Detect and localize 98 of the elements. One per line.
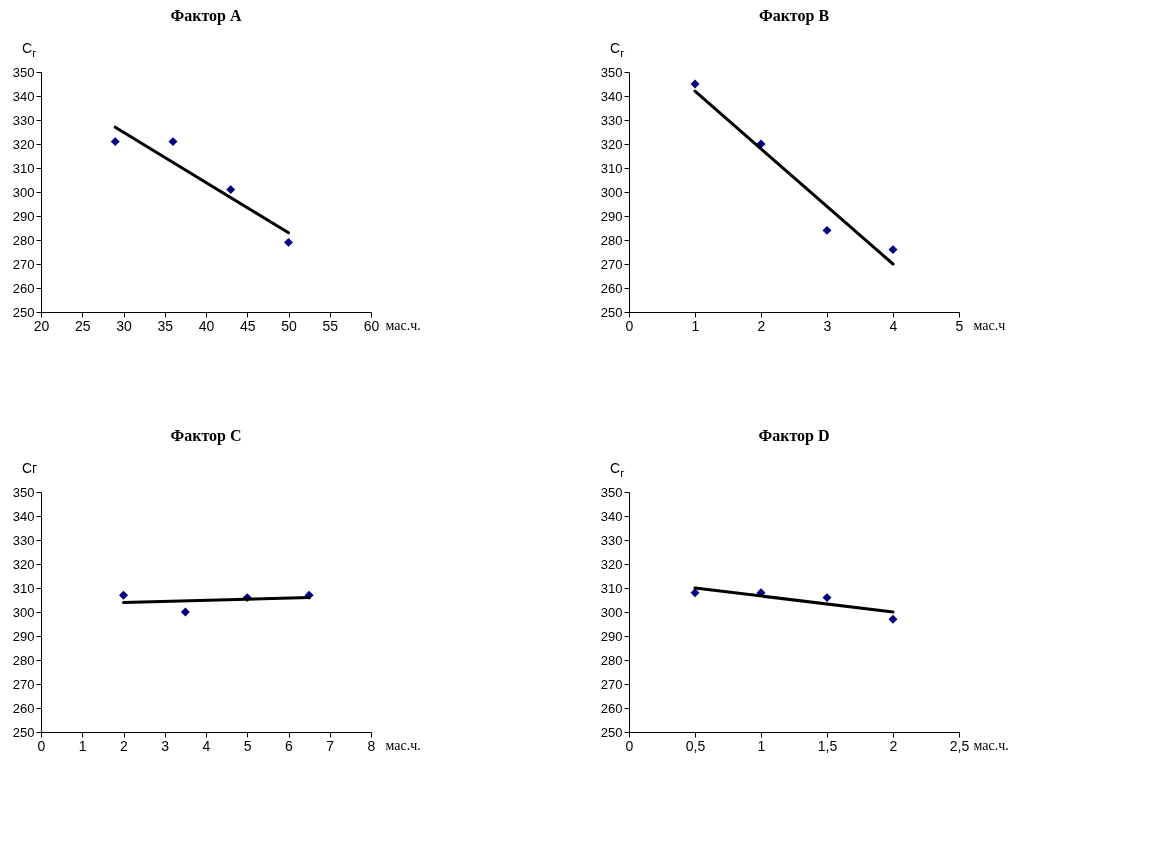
x-tick-label: 55 bbox=[322, 317, 339, 334]
y-tick-label: 250 bbox=[12, 304, 35, 320]
x-tick-label: 1 bbox=[78, 737, 87, 754]
y-tick-label: 270 bbox=[600, 676, 623, 692]
x-tick-label: 4 bbox=[202, 737, 211, 754]
y-axis-title: C$_{г}$ bbox=[610, 40, 625, 59]
x-tick-label: 2 bbox=[889, 737, 898, 754]
y-tick-label: 250 bbox=[600, 724, 623, 740]
x-tick-label: 20 bbox=[33, 317, 50, 334]
x-tick-label: 30 bbox=[116, 317, 132, 334]
y-tick-label: 310 bbox=[600, 580, 623, 596]
y-tick-label: 310 bbox=[600, 160, 623, 176]
y-tick-label: 320 bbox=[12, 136, 35, 152]
x-tick-label: 2,5 bbox=[949, 737, 970, 754]
y-tick-label: 290 bbox=[12, 628, 35, 644]
x-axis-title: мас.ч. bbox=[385, 737, 421, 753]
y-tick-label: 350 bbox=[600, 64, 623, 80]
x-tick-label: 25 bbox=[74, 317, 91, 334]
point bbox=[226, 185, 236, 195]
y-tick-label: 310 bbox=[12, 160, 35, 176]
point bbox=[690, 588, 700, 598]
point bbox=[822, 593, 832, 603]
x-tick-label: 3 bbox=[823, 317, 832, 334]
x-tick-label: 1 bbox=[691, 317, 700, 334]
x-tick-label: 4 bbox=[889, 317, 898, 334]
y-tick-label: 260 bbox=[600, 700, 623, 716]
y-tick-label: 300 bbox=[12, 184, 35, 200]
x-tick-label: 0 bbox=[625, 737, 634, 754]
y-tick-label: 330 bbox=[12, 112, 35, 128]
point bbox=[888, 614, 898, 624]
x-tick-label: 35 bbox=[157, 317, 174, 334]
y-tick-label: 350 bbox=[12, 484, 35, 500]
x-tick-label: 0,5 bbox=[685, 737, 706, 754]
point bbox=[110, 137, 120, 147]
y-tick-label: 310 bbox=[12, 580, 35, 596]
y-tick-label: 290 bbox=[12, 208, 35, 224]
y-tick-label: 340 bbox=[600, 508, 623, 524]
y-tick-label: 280 bbox=[12, 652, 35, 668]
y-tick-label: 330 bbox=[12, 532, 35, 548]
y-tick-label: 280 bbox=[12, 232, 35, 248]
x-axis-title: мас.ч bbox=[973, 317, 1006, 333]
x-tick-label: 60 bbox=[363, 317, 380, 334]
x-tick-label: 3 bbox=[161, 737, 170, 754]
x-tick-label: 0 bbox=[37, 737, 46, 754]
x-tick-label: 7 bbox=[326, 737, 335, 754]
x-tick-label: 5 bbox=[955, 317, 964, 334]
y-tick-label: 250 bbox=[600, 304, 623, 320]
x-tick-label: 2 bbox=[120, 737, 129, 754]
x-axis-title: мас.ч. bbox=[385, 317, 421, 333]
point bbox=[822, 225, 832, 235]
x-tick-label: 8 bbox=[367, 737, 376, 754]
y-tick-label: 270 bbox=[12, 676, 35, 692]
y-tick-label: 340 bbox=[12, 88, 35, 104]
point bbox=[168, 137, 178, 147]
point bbox=[888, 245, 898, 255]
x-tick-label: 0 bbox=[625, 317, 634, 334]
y-tick-label: 270 bbox=[600, 256, 623, 272]
y-tick-label: 350 bbox=[600, 484, 623, 500]
chart-title: Фактор B bbox=[758, 7, 830, 25]
y-tick-label: 340 bbox=[12, 508, 35, 524]
y-axis-title: C$_{г}$ bbox=[610, 460, 625, 479]
y-tick-label: 300 bbox=[600, 604, 623, 620]
y-axis-title: C$_{г}$ bbox=[22, 40, 37, 59]
x-tick-label: 1,5 bbox=[817, 737, 838, 754]
x-tick-label: 1 bbox=[757, 737, 766, 754]
chart-title: Фактор C bbox=[170, 427, 242, 445]
y-tick-label: 250 bbox=[12, 724, 35, 740]
y-tick-label: 320 bbox=[12, 556, 35, 572]
y-tick-label: 330 bbox=[600, 112, 623, 128]
y-tick-label: 260 bbox=[12, 280, 35, 296]
y-tick-label: 260 bbox=[600, 280, 623, 296]
y-tick-label: 330 bbox=[600, 532, 623, 548]
x-tick-label: 50 bbox=[281, 317, 297, 334]
x-tick-label: 45 bbox=[239, 317, 256, 334]
y-tick-label: 300 bbox=[12, 604, 35, 620]
point bbox=[690, 79, 700, 89]
y-tick-label: 320 bbox=[600, 556, 623, 572]
x-tick-label: 40 bbox=[198, 317, 215, 334]
y-tick-label: 280 bbox=[600, 652, 623, 668]
y-tick-label: 280 bbox=[600, 232, 623, 248]
chart-title: Фактор D bbox=[758, 427, 830, 445]
y-tick-label: 290 bbox=[600, 628, 623, 644]
x-tick-label: 5 bbox=[243, 737, 252, 754]
x-tick-label: 2 bbox=[757, 317, 766, 334]
chart-title: Фактор A bbox=[170, 7, 242, 25]
point bbox=[180, 607, 190, 617]
y-tick-label: 300 bbox=[600, 184, 623, 200]
x-axis-title: мас.ч. bbox=[973, 737, 1009, 753]
point bbox=[119, 590, 128, 600]
y-tick-label: 270 bbox=[12, 256, 35, 272]
y-tick-label: 320 bbox=[600, 136, 623, 152]
y-tick-label: 290 bbox=[600, 208, 623, 224]
y-tick-label: 340 bbox=[600, 88, 623, 104]
point bbox=[284, 237, 293, 247]
y-tick-label: 350 bbox=[12, 64, 35, 80]
y-tick-label: 260 bbox=[12, 700, 35, 716]
x-tick-label: 6 bbox=[285, 737, 294, 754]
y-axis-title: Cг bbox=[22, 460, 38, 476]
